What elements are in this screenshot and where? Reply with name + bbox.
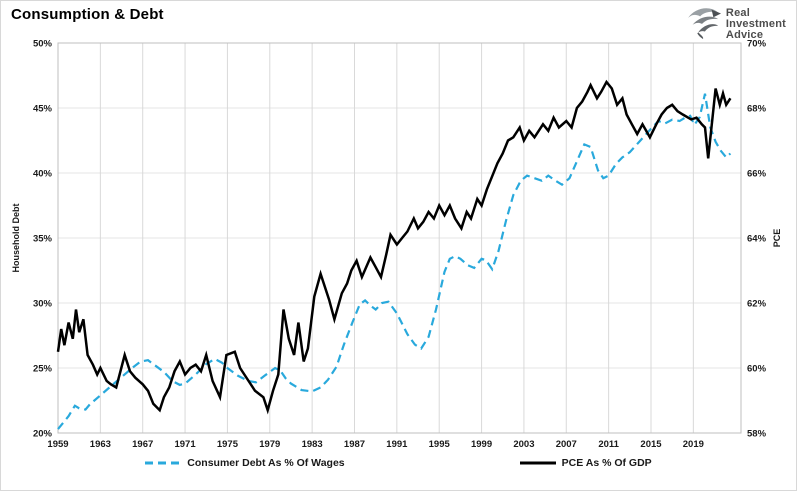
logo-text: Real Investment Advice [725,6,786,42]
right-axis-tick-label: 62% [747,299,767,310]
x-axis-tick-label: 1975 [217,439,239,450]
legend-item-consumer-debt: Consumer Debt As % Of Wages [145,457,345,469]
x-axis-tick-label: 2007 [556,439,577,450]
left-axis-tick-label: 40% [33,169,53,180]
legend-solid-line-sample [519,461,556,465]
x-axis-tick-label: 1963 [90,439,111,450]
chart-legend: Consumer Debt As % Of Wages PCE As % Of … [1,457,796,469]
legend-item-pce: PCE As % Of GDP [519,457,652,469]
x-axis-tick-label: 1959 [47,439,68,450]
logo-line1: Real [725,6,750,19]
right-axis-tick-label: 58% [747,429,767,440]
eagle-wing-mid [692,16,719,25]
x-axis-tick-label: 1995 [429,439,451,450]
left-axis-tick-label: 25% [33,364,53,375]
eagle-tail [697,32,704,40]
x-axis-tick-label: 2003 [513,439,534,450]
logo-line3: Advice [725,29,764,42]
right-axis-tick-label: 70% [747,39,767,50]
pce-line [56,79,732,415]
legend-dashed-line-sample [145,461,182,465]
chart-title: Consumption & Debt [11,6,164,23]
x-axis-tick-label: 1987 [344,439,365,450]
left-axis-tick-label: 45% [33,104,53,115]
eagle-wing-top [687,8,719,19]
right-axis-title: PCE [772,229,782,248]
left-axis-tick-label: 30% [33,299,53,310]
x-axis-tick-label: 1967 [132,439,153,450]
x-axis-tick-label: 1979 [259,439,280,450]
x-axis-tick-label: 1983 [302,439,323,450]
consumer-debt-line [57,93,732,430]
x-axis-tick-label: 2019 [683,439,704,450]
logo-line2: Investment [725,17,786,30]
legend-label-pce: PCE As % Of GDP [561,457,652,469]
chart-canvas: 50% 45% 40% 35% 30% 25% 20% 70% 68% 66% 64% 62% 60% 5… [11,39,782,451]
eagle-beak [711,9,721,18]
right-axis-tick-label: 68% [747,104,767,115]
eagle-wing-bottom [698,24,719,33]
right-axis-tick-label: 66% [747,169,767,180]
left-axis-tick-label: 20% [33,429,53,440]
eagle-icon [684,4,722,45]
left-axis-tick-label: 35% [33,234,53,245]
right-axis-tick-label: 60% [747,364,767,375]
brand-logo: Real Investment Advice [684,4,786,45]
left-axis-title: Household Debt [11,203,21,272]
x-axis-tick-label: 1999 [471,439,492,450]
x-axis-tick-label: 2015 [640,439,662,450]
x-axis-tick-label: 2011 [598,439,619,450]
left-axis-tick-label: 50% [33,39,53,50]
plot-border [57,42,742,434]
x-axis-tick-label: 1991 [386,439,408,450]
x-axis-tick-label: 1971 [174,439,196,450]
right-axis-tick-label: 64% [747,234,767,245]
legend-label-consumer-debt: Consumer Debt As % Of Wages [187,457,345,469]
